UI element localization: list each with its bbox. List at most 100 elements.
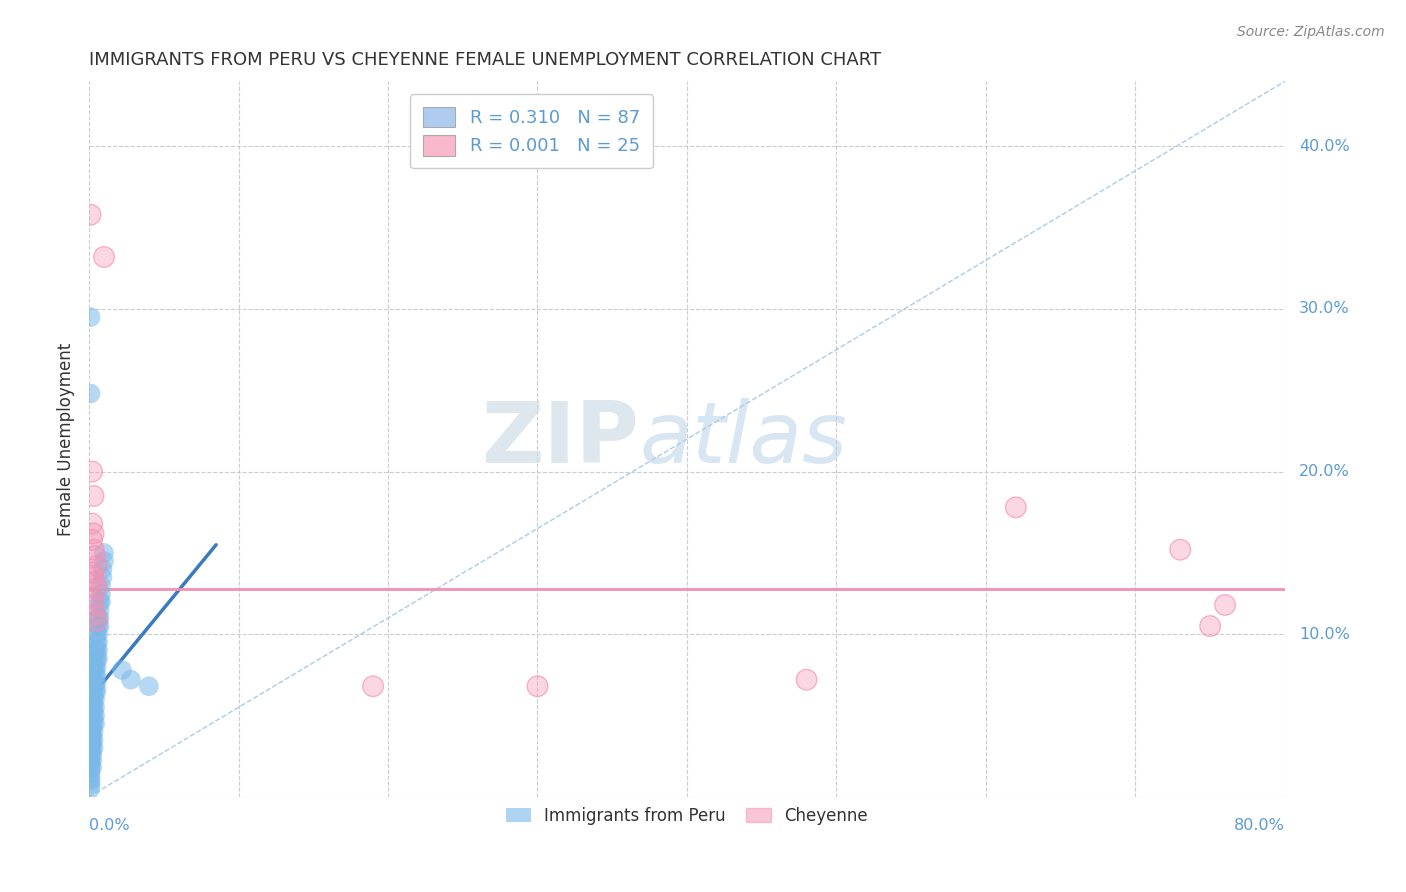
Point — [93, 250, 115, 264]
Point — [93, 546, 115, 560]
Point — [79, 757, 101, 772]
Point — [80, 533, 103, 547]
Point — [80, 722, 103, 736]
Point — [80, 533, 103, 547]
Point — [79, 724, 101, 739]
Point — [83, 659, 105, 673]
Point — [86, 558, 108, 573]
Point — [84, 659, 107, 673]
Text: 30.0%: 30.0% — [1299, 301, 1350, 317]
Point — [79, 728, 101, 742]
Point — [84, 575, 107, 590]
Text: atlas: atlas — [640, 398, 848, 481]
Point — [83, 732, 105, 747]
Point — [79, 749, 101, 764]
Text: IMMIGRANTS FROM PERU VS CHEYENNE FEMALE UNEMPLOYMENT CORRELATION CHART: IMMIGRANTS FROM PERU VS CHEYENNE FEMALE … — [89, 51, 882, 69]
Legend: Immigrants from Peru, Cheyenne: Immigrants from Peru, Cheyenne — [499, 800, 875, 831]
Point — [361, 679, 384, 693]
Point — [80, 712, 103, 726]
Point — [796, 673, 818, 687]
Point — [84, 700, 107, 714]
Point — [1168, 542, 1191, 557]
Point — [80, 760, 103, 774]
Point — [84, 651, 107, 665]
Point — [86, 635, 108, 649]
Point — [1199, 619, 1222, 633]
Point — [84, 692, 107, 706]
Point — [80, 744, 103, 758]
Point — [361, 679, 384, 693]
Point — [79, 754, 101, 768]
Point — [80, 728, 103, 742]
Point — [79, 777, 101, 791]
Point — [83, 598, 105, 612]
Point — [91, 570, 114, 584]
Point — [86, 676, 108, 690]
Point — [87, 627, 110, 641]
Point — [79, 386, 101, 401]
Point — [83, 708, 105, 723]
Point — [83, 570, 105, 584]
Point — [83, 489, 105, 503]
Point — [90, 586, 112, 600]
Point — [80, 566, 103, 580]
Point — [79, 708, 101, 723]
Point — [86, 582, 108, 596]
Point — [83, 724, 105, 739]
Point — [796, 673, 818, 687]
Point — [84, 716, 107, 731]
Point — [83, 692, 105, 706]
Point — [84, 643, 107, 657]
Point — [84, 668, 107, 682]
Point — [79, 310, 101, 325]
Point — [84, 607, 107, 622]
Point — [87, 635, 110, 649]
Point — [138, 679, 160, 693]
Point — [86, 582, 108, 596]
Point — [79, 716, 101, 731]
Point — [86, 651, 108, 665]
Point — [87, 643, 110, 657]
Point — [84, 549, 107, 563]
Point — [79, 722, 101, 736]
Point — [79, 208, 101, 222]
Point — [91, 562, 114, 576]
Point — [83, 668, 105, 682]
Point — [83, 542, 105, 557]
Point — [80, 705, 103, 719]
Point — [89, 619, 111, 633]
Point — [89, 611, 111, 625]
Point — [79, 700, 101, 714]
Point — [84, 684, 107, 698]
Point — [83, 676, 105, 690]
Text: 0.0%: 0.0% — [89, 818, 129, 833]
Point — [84, 708, 107, 723]
Point — [80, 676, 103, 690]
Point — [80, 700, 103, 714]
Point — [90, 578, 112, 592]
Point — [86, 614, 108, 628]
Point — [1213, 598, 1236, 612]
Point — [79, 732, 101, 747]
Point — [86, 558, 108, 573]
Point — [80, 696, 103, 710]
Point — [83, 570, 105, 584]
Point — [79, 744, 101, 758]
Text: 10.0%: 10.0% — [1299, 627, 1350, 641]
Point — [83, 598, 105, 612]
Point — [83, 526, 105, 541]
Point — [86, 659, 108, 673]
Point — [79, 208, 101, 222]
Point — [80, 749, 103, 764]
Point — [79, 760, 101, 774]
Point — [89, 595, 111, 609]
Point — [80, 738, 103, 752]
Point — [83, 741, 105, 756]
Point — [80, 732, 103, 747]
Point — [79, 741, 101, 756]
Point — [79, 773, 101, 788]
Point — [83, 716, 105, 731]
Point — [80, 716, 103, 731]
Point — [120, 673, 142, 687]
Point — [84, 607, 107, 622]
